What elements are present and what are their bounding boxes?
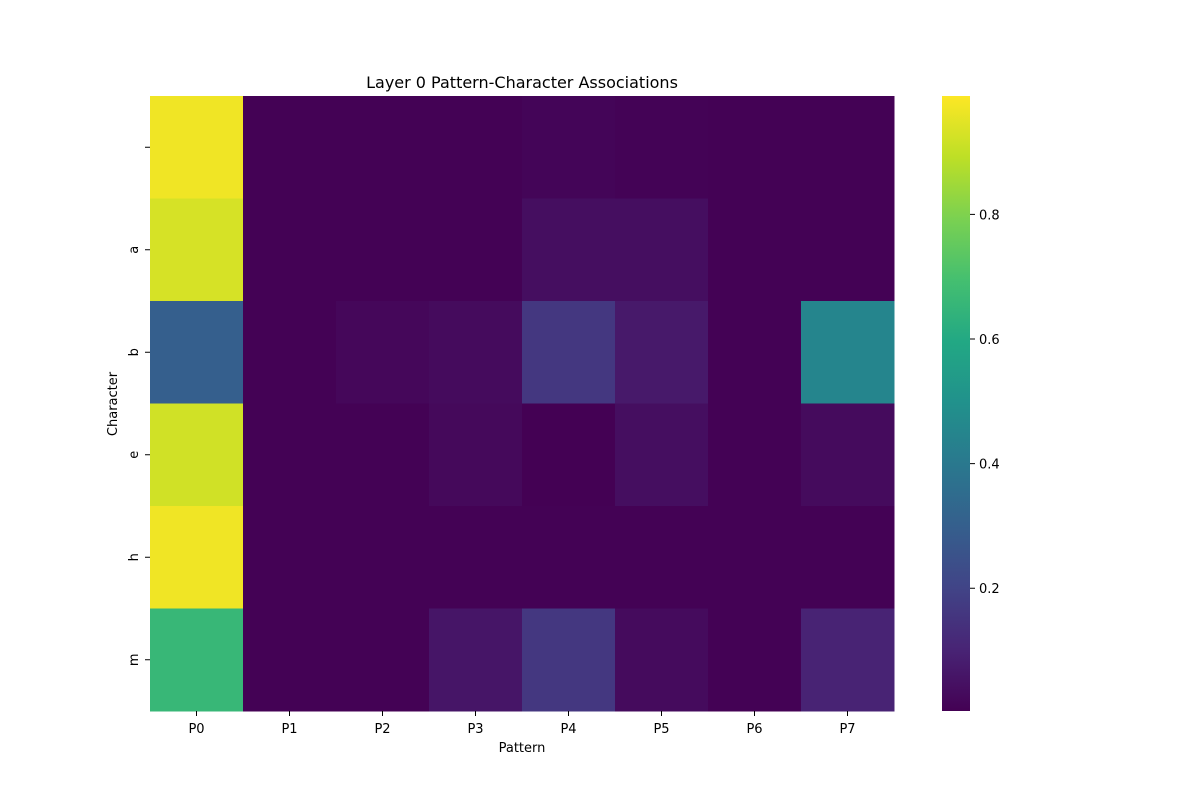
heatmap-cell (615, 506, 709, 609)
heatmap-cell (243, 301, 337, 404)
heatmap-cell (708, 506, 802, 609)
y-tick-label: m (127, 653, 142, 666)
heatmap-cell (429, 301, 523, 404)
x-axis: P0 P1 P2 P3 P4 P5 P6 P7 (188, 711, 856, 737)
heatmap-cell (708, 608, 802, 712)
heatmap-cell (429, 198, 523, 302)
heatmap-cell (801, 403, 895, 507)
heatmap-cell (708, 96, 802, 199)
heatmap-cell (243, 506, 337, 609)
heatmap-cell (801, 608, 895, 712)
heatmap-cell (615, 301, 709, 404)
heatmap-cell (522, 403, 616, 507)
x-tick-label: P3 (467, 722, 483, 737)
heatmap-cell (615, 608, 709, 712)
heatmap-cell (522, 96, 616, 199)
heatmap-cell (615, 403, 709, 507)
x-tick-label: P5 (653, 722, 669, 737)
heatmap-cell (801, 301, 895, 404)
x-tick-label: P6 (746, 722, 762, 737)
heatmap-cell (150, 96, 244, 199)
heatmap-cell (708, 403, 802, 507)
heatmap-cell (150, 506, 244, 609)
y-axis: a b e h m (127, 146, 150, 666)
colorbar-tick-label: 0.2 (979, 582, 1000, 597)
heatmap-cell (150, 608, 244, 712)
x-tick-label: P0 (188, 722, 204, 737)
x-tick-label: P7 (839, 722, 855, 737)
heatmap-cell (429, 96, 523, 199)
heatmap-cell (150, 198, 244, 302)
heatmap-cell (522, 608, 616, 712)
heatmap-cell (336, 608, 430, 712)
heatmap-cell (243, 198, 337, 302)
heatmap-cell (801, 96, 895, 199)
heatmap-cell (336, 96, 430, 199)
chart-title: Layer 0 Pattern-Character Associations (366, 73, 678, 92)
heatmap-cell (615, 96, 709, 199)
heatmap-cell (336, 198, 430, 302)
colorbar-ticks: 0.2 0.4 0.6 0.8 (970, 208, 1000, 597)
heatmap-cell (336, 506, 430, 609)
heatmap-cells (150, 96, 895, 712)
heatmap-cell (708, 301, 802, 404)
x-tick-label: P4 (560, 722, 576, 737)
y-tick-label: a (127, 246, 142, 254)
heatmap-cell (801, 198, 895, 302)
heatmap-cell (615, 198, 709, 302)
heatmap-cell (522, 301, 616, 404)
colorbar-tick-label: 0.6 (979, 333, 1000, 348)
x-tick-label: P2 (374, 722, 390, 737)
heatmap-cell (429, 608, 523, 712)
x-tick-label: P1 (281, 722, 297, 737)
heatmap-cell (429, 403, 523, 507)
heatmap-cell (150, 403, 244, 507)
heatmap-cell (243, 96, 337, 199)
y-tick-label: b (127, 348, 142, 356)
heatmap-cell (429, 506, 523, 609)
colorbar (942, 96, 970, 711)
heatmap-cell (243, 403, 337, 507)
colorbar-tick-label: 0.4 (979, 458, 1000, 473)
heatmap-cell (801, 506, 895, 609)
heatmap-cell (336, 403, 430, 507)
colorbar-tick-label: 0.8 (979, 208, 1000, 223)
y-tick-label: h (127, 553, 142, 561)
heatmap-cell (708, 198, 802, 302)
y-axis-label: Character (106, 371, 121, 436)
heatmap-cell (336, 301, 430, 404)
y-tick-label: e (127, 451, 142, 459)
x-axis-label: Pattern (499, 741, 546, 756)
heatmap-cell (522, 198, 616, 302)
heatmap-cell (522, 506, 616, 609)
heatmap-cell (150, 301, 244, 404)
heatmap-cell (243, 608, 337, 712)
